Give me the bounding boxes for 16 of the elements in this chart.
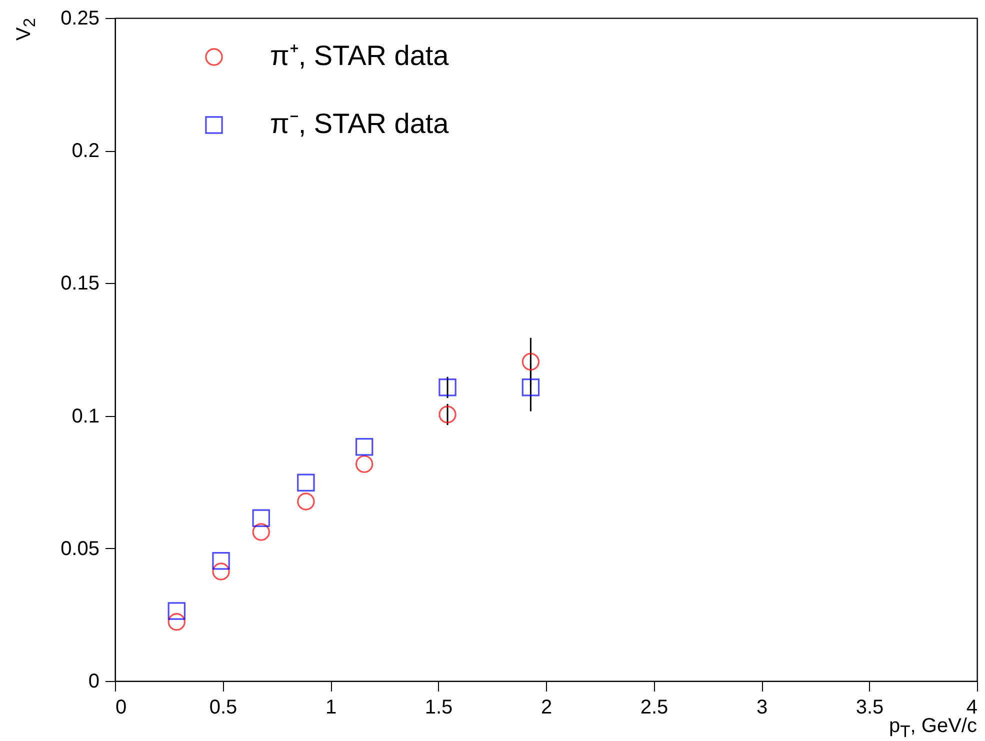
y-tick-label: 0.15	[60, 272, 100, 295]
x-tick-label: 0	[116, 696, 127, 718]
y-tick-label: 0.25	[60, 8, 100, 30]
y-tick-label: 0	[88, 670, 100, 692]
x-tick-label: 3	[756, 696, 768, 718]
legend-label: π⁺, STAR data	[270, 40, 450, 71]
legend-label: π⁻, STAR data	[270, 108, 450, 139]
x-tick-label: 2.5	[640, 696, 668, 718]
x-tick-label: 2	[540, 696, 552, 718]
x-tick-label: 0.5	[209, 696, 238, 718]
y-tick-label: 0.1	[72, 405, 100, 428]
y-tick-label: 0.2	[72, 140, 100, 162]
x-tick-label: 1	[325, 696, 337, 718]
x-tick-label: 1.5	[424, 696, 453, 718]
y-tick-label: 0.05	[60, 538, 100, 560]
x-tick-label: 3.5	[856, 696, 884, 718]
